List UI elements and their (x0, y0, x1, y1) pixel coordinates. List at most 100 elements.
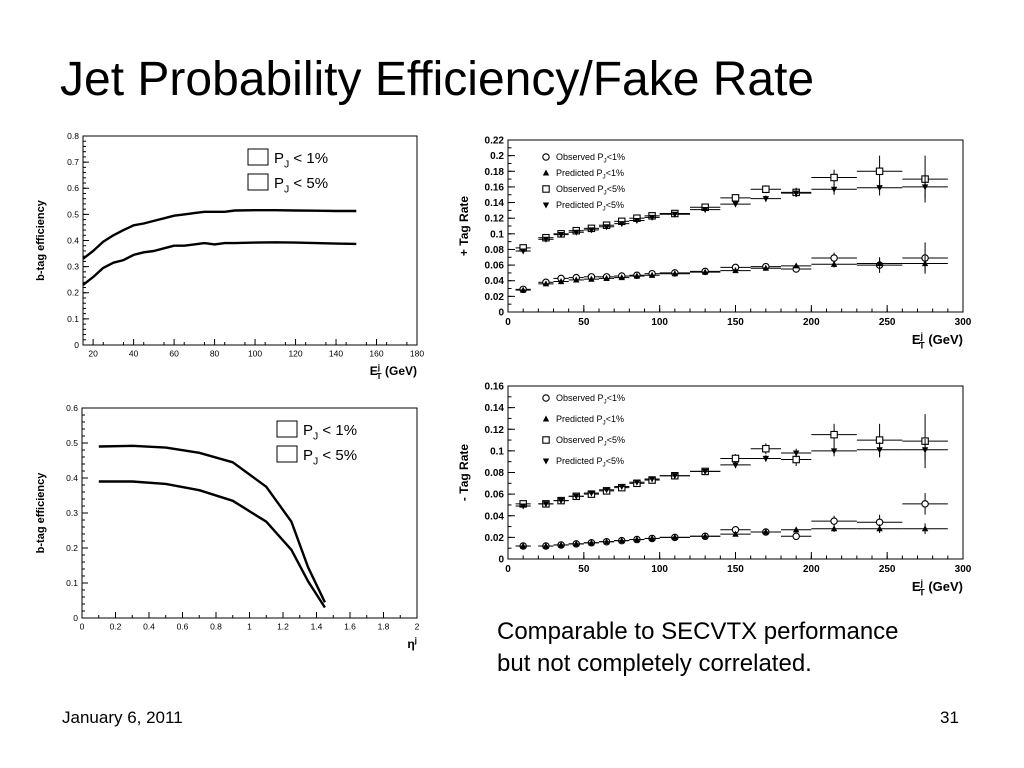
data-point (830, 260, 838, 267)
y-tick-label: 0.16 (485, 382, 505, 393)
data-point (557, 498, 565, 505)
data-point (542, 280, 550, 287)
data-point (542, 236, 550, 243)
data-point (792, 262, 800, 269)
legend-label: Predicted PJ<5% (556, 456, 624, 469)
data-point (519, 286, 527, 293)
data-point (792, 532, 800, 541)
data-point (830, 430, 838, 439)
x-tick-label: 1 (247, 622, 252, 632)
x-tick-label: 0 (505, 564, 511, 575)
plot-eff-vs-et: 20 40 60 80 100 120 140 160 180 0 0.1 0.2 0.3 0.4 0.5 0… (30, 128, 430, 381)
data-point (732, 462, 739, 469)
data-point (648, 534, 656, 542)
y-tick-label: 0.18 (485, 167, 505, 178)
data-point (762, 528, 770, 535)
y-tick-label: 0.7 (67, 157, 79, 167)
x-tick-label: 60 (169, 349, 179, 359)
y-tick-label: 0.02 (485, 533, 505, 544)
legend-label: PJ < 1% (303, 422, 357, 443)
data-point (875, 167, 884, 176)
data-point (921, 500, 929, 508)
x-axis-title: Ej T (GeV) (370, 362, 417, 381)
data-point (701, 532, 709, 539)
data-point (830, 186, 838, 193)
x-axis-title: ηj (407, 635, 417, 651)
data-point (921, 184, 929, 191)
y-tick-label: 0.22 (485, 136, 505, 147)
x-tick-label: 300 (955, 317, 972, 328)
legend-label: Predicted PJ<1% (556, 168, 624, 181)
data-point (762, 196, 770, 203)
data-point (830, 517, 838, 525)
x-tick-label: 40 (129, 349, 139, 359)
y-tick-label: 0.16 (485, 182, 505, 193)
y-tick-label: 0.08 (485, 245, 505, 256)
y-tick-label: 0.2 (67, 288, 79, 298)
x-axis-title: Ej T (GeV) (912, 331, 963, 351)
data-point (731, 194, 740, 202)
x-tick-label: 200 (803, 564, 820, 575)
y-axis-title: + Tag Rate (457, 196, 471, 256)
data-point (762, 455, 770, 462)
data-point (876, 260, 883, 267)
y-tick-label: 0.3 (66, 508, 78, 518)
legend-marker (542, 202, 550, 209)
x-tick-label: 50 (578, 564, 590, 575)
data-point (732, 530, 739, 537)
legend-marker (542, 394, 550, 402)
x-tick-label: 100 (651, 317, 668, 328)
legend-marker (542, 153, 550, 161)
y-tick-label: 0 (73, 613, 78, 623)
data-point (618, 221, 625, 228)
x-tick-label: 0.6 (177, 622, 189, 632)
plot-pos-tag-rate: 0 50 100 150 200 250 300 0 0.02 0.04 0.06 0.08 0.1 0.… (452, 128, 972, 360)
series-line-2 (82, 208, 357, 260)
legend-swatch (276, 445, 298, 463)
y-tick-label: 0.1 (67, 314, 79, 324)
chart-svg: 0 50 100 150 200 250 300 0 0.02 0.04 0.06 0.08 0.1 0.… (457, 382, 972, 598)
plot-frame (81, 407, 418, 619)
data-point (603, 487, 610, 494)
y-tick-label: 0.14 (485, 403, 505, 414)
x-tick-label: 200 (803, 317, 820, 328)
data-point (573, 229, 580, 236)
legend-marker (542, 169, 550, 176)
series-group-4 (515, 175, 948, 255)
data-point (792, 526, 800, 533)
data-point (701, 268, 709, 275)
x-tick-label: 140 (329, 349, 343, 359)
footer-date: January 6, 2011 (62, 708, 183, 727)
data-point (557, 277, 565, 285)
data-point (921, 447, 929, 454)
data-point (557, 232, 565, 239)
x-tick-label: 150 (727, 564, 744, 575)
data-point (618, 274, 625, 281)
data-layer (98, 444, 326, 609)
data-point (588, 490, 595, 497)
y-tick-label: 0.2 (66, 543, 78, 553)
data-point (671, 473, 679, 480)
data-layer (515, 155, 948, 294)
data-point (573, 493, 580, 500)
y-tick-label: 0.04 (485, 276, 505, 287)
data-point (618, 537, 625, 544)
data-point (633, 536, 641, 543)
series-group-1 (515, 242, 948, 294)
y-tick-label: 0.12 (485, 425, 505, 436)
data-point (648, 214, 656, 221)
y-tick-label: 0.8 (67, 131, 79, 141)
y-axis-title: b-tag efficiency (35, 472, 47, 554)
legend-marker (542, 458, 550, 465)
data-point (792, 190, 800, 197)
data-point (618, 483, 625, 491)
legend-marker (542, 185, 550, 193)
data-point (876, 525, 883, 532)
data-point (633, 217, 641, 225)
data-point (732, 201, 739, 208)
data-point (731, 454, 740, 463)
y-tick-label: 0.6 (67, 183, 79, 193)
series-group-2 (515, 255, 948, 293)
y-axis-title: b-tag efficiency (35, 199, 47, 281)
y-tick-label: 0.2 (490, 151, 504, 162)
